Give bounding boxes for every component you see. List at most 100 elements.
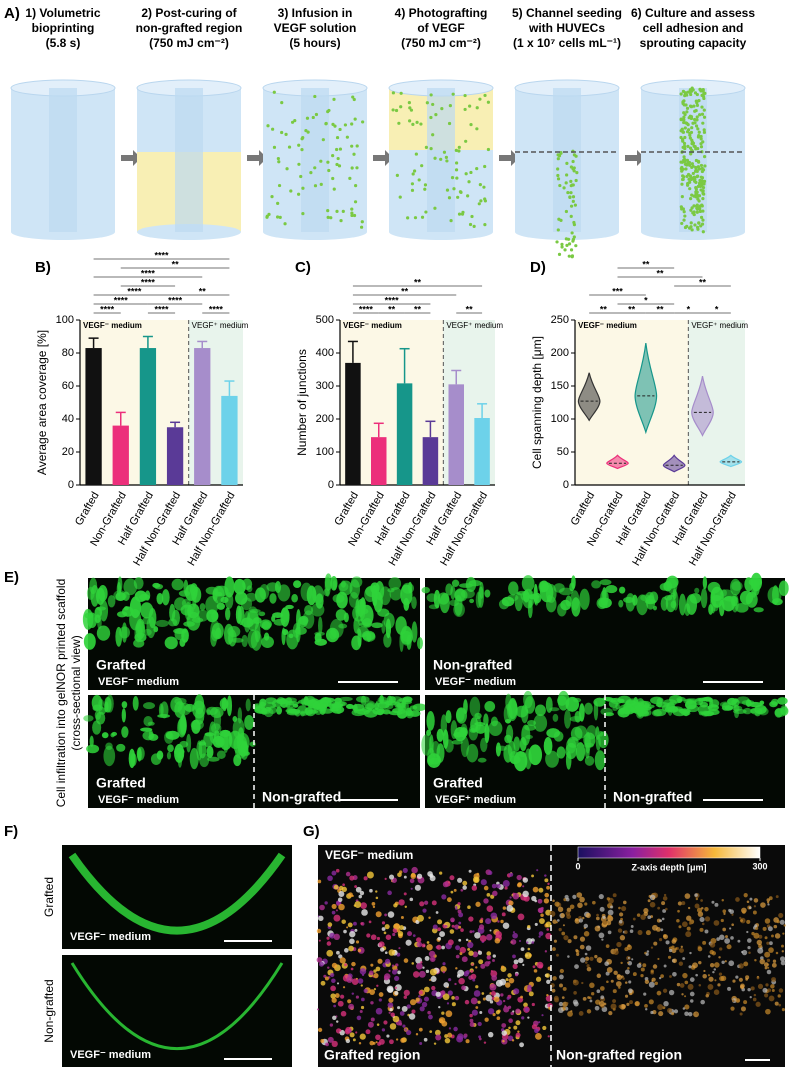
depth-signal xyxy=(684,1004,690,1010)
image-medium: VEGF⁻ medium xyxy=(70,1049,151,1061)
cell-signal xyxy=(535,704,546,717)
depth-signal xyxy=(650,1010,654,1015)
cell-signal xyxy=(143,715,153,727)
cell-signal xyxy=(636,594,649,616)
cell-signal xyxy=(479,581,484,599)
cell-signal xyxy=(276,706,282,715)
cell-signal xyxy=(570,590,580,611)
cell xyxy=(695,103,700,107)
cell-signal xyxy=(235,605,242,624)
cell xyxy=(569,179,573,183)
depth-signal xyxy=(383,931,387,935)
y-tick-label: 250 xyxy=(551,314,569,326)
cell-signal xyxy=(545,696,553,713)
cell xyxy=(425,101,429,105)
cell xyxy=(682,141,687,146)
depth-signal xyxy=(490,990,496,996)
depth-signal xyxy=(556,919,560,922)
depth-signal xyxy=(435,911,439,914)
cell-signal xyxy=(426,711,435,731)
depth-signal xyxy=(562,986,567,991)
depth-signal xyxy=(340,1010,347,1017)
depth-signal xyxy=(585,912,591,919)
depth-signal xyxy=(367,1021,374,1028)
significance-label: **** xyxy=(385,295,400,305)
cell xyxy=(448,104,452,108)
depth-signal xyxy=(682,972,688,979)
arrow xyxy=(499,150,519,166)
depth-signal xyxy=(524,952,532,959)
cell-signal xyxy=(403,597,410,611)
cell xyxy=(687,116,691,120)
depth-signal xyxy=(439,871,443,875)
depth-signal xyxy=(501,1023,507,1028)
depth-signal xyxy=(338,954,343,959)
cell-signal xyxy=(474,712,482,720)
cell xyxy=(309,171,313,175)
cell xyxy=(556,157,560,161)
depth-signal xyxy=(602,915,606,919)
cell xyxy=(420,164,424,168)
depth-signal xyxy=(627,988,633,994)
depth-signal xyxy=(331,962,338,969)
depth-signal xyxy=(552,899,555,903)
depth-signal xyxy=(595,916,600,921)
step-label: with HUVECs xyxy=(528,21,605,35)
depth-signal xyxy=(719,976,725,982)
depth-signal xyxy=(428,950,436,958)
cell xyxy=(420,215,425,219)
cell xyxy=(702,91,706,96)
cell-signal xyxy=(569,582,575,592)
depth-signal xyxy=(518,939,522,942)
region-label: VEGF⁻ medium xyxy=(83,321,142,330)
cell-signal xyxy=(771,698,779,706)
channel xyxy=(301,88,329,232)
region-label: VEGF⁺ medium xyxy=(691,321,748,330)
depth-signal xyxy=(428,1014,433,1020)
depth-signal xyxy=(411,962,415,965)
cell xyxy=(569,191,573,195)
y-axis-label: Cell spanning depth [μm] xyxy=(530,336,544,469)
depth-signal xyxy=(431,900,437,906)
depth-signal xyxy=(442,970,445,974)
cell-signal xyxy=(567,736,579,748)
significance-label: **** xyxy=(209,304,224,314)
depth-signal xyxy=(708,976,714,982)
depth-signal xyxy=(396,928,401,933)
cell-signal xyxy=(678,593,687,616)
cell xyxy=(442,150,447,154)
depth-signal xyxy=(651,977,656,982)
depth-signal xyxy=(375,896,379,900)
cell-signal xyxy=(216,602,226,610)
depth-signal xyxy=(521,1016,525,1020)
cell xyxy=(680,206,684,210)
cell-signal xyxy=(269,593,277,604)
depth-signal xyxy=(584,952,588,956)
depth-signal xyxy=(684,980,689,985)
depth-signal xyxy=(423,996,430,1002)
depth-signal xyxy=(742,910,746,914)
depth-signal xyxy=(768,995,775,1002)
cell xyxy=(479,199,483,203)
bar xyxy=(474,418,490,485)
depth-signal xyxy=(536,961,544,969)
arrow xyxy=(247,150,267,166)
cell-signal xyxy=(231,637,244,643)
cell xyxy=(478,183,482,187)
cell xyxy=(574,178,578,183)
depth-signal xyxy=(351,978,359,985)
depth-signal xyxy=(516,882,522,888)
depth-signal xyxy=(467,947,471,951)
cell xyxy=(354,184,358,188)
depth-signal xyxy=(743,893,748,898)
depth-signal xyxy=(775,895,779,899)
depth-signal xyxy=(502,1039,505,1043)
cell-signal xyxy=(501,596,515,607)
depth-signal xyxy=(388,874,395,880)
cell-signal xyxy=(170,696,183,713)
cell-signal xyxy=(445,710,452,724)
depth-signal xyxy=(684,893,691,899)
depth-signal xyxy=(502,999,506,1003)
cell xyxy=(569,184,573,188)
depth-signal xyxy=(728,960,735,967)
